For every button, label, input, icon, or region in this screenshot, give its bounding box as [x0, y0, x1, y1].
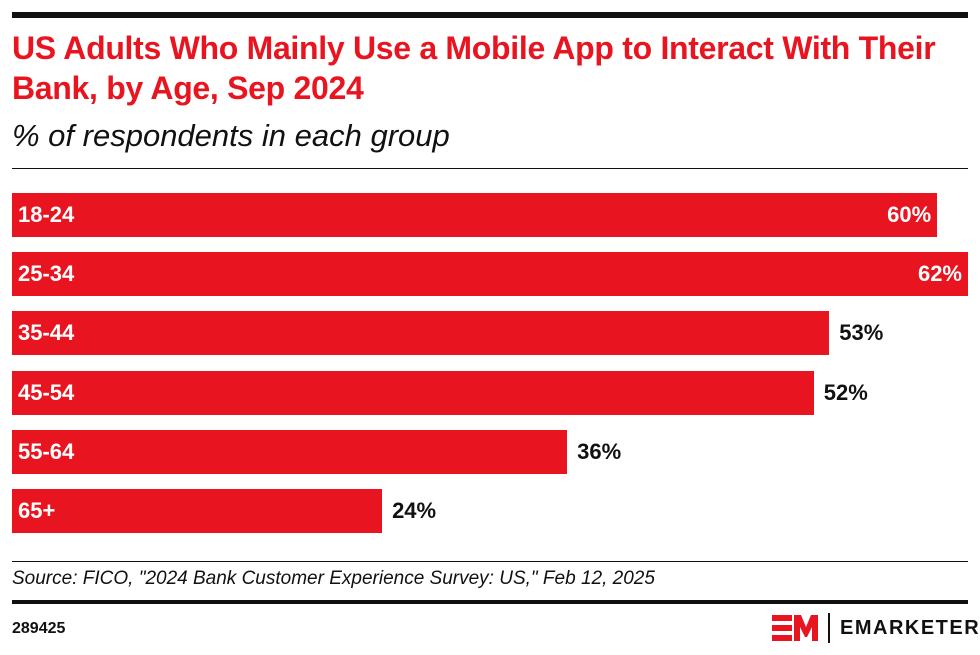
bar-45-54 — [12, 370, 814, 415]
value-label: 52% — [823, 379, 868, 405]
chart-id: 289425 — [12, 620, 66, 637]
emarketer-logo: EMARKETER — [772, 612, 980, 644]
footer-divider — [12, 561, 968, 562]
value-label: 36% — [577, 438, 622, 464]
bar-35-44 — [12, 311, 830, 356]
value-label: 53% — [839, 320, 884, 346]
category-label: 18-24 — [18, 202, 75, 227]
logo-separator — [828, 613, 830, 643]
bar-25-34 — [12, 252, 968, 297]
source-note: Source: FICO, "2024 Bank Customer Experi… — [12, 568, 655, 589]
value-label: 62% — [917, 261, 962, 287]
value-label: 24% — [392, 498, 437, 523]
bar-18-24 — [12, 193, 938, 237]
category-label: 65+ — [18, 498, 56, 523]
category-label: 45-54 — [18, 379, 75, 405]
category-label: 35-44 — [18, 320, 75, 346]
em-logo-icon — [772, 615, 818, 641]
bottom-rule — [12, 600, 968, 604]
value-label: 60% — [887, 202, 932, 227]
top-rule — [12, 12, 968, 18]
bar-55-64 — [12, 429, 568, 474]
category-label: 25-34 — [18, 261, 75, 287]
chart-title: US Adults Who Mainly Use a Mobile App to… — [12, 30, 936, 106]
brand-name: EMARKETER — [840, 616, 980, 639]
chart-subtitle: % of respondents in each group — [12, 118, 450, 153]
header-divider — [12, 168, 968, 169]
category-label: 55-64 — [18, 438, 75, 464]
bar-65+ — [12, 489, 383, 533]
